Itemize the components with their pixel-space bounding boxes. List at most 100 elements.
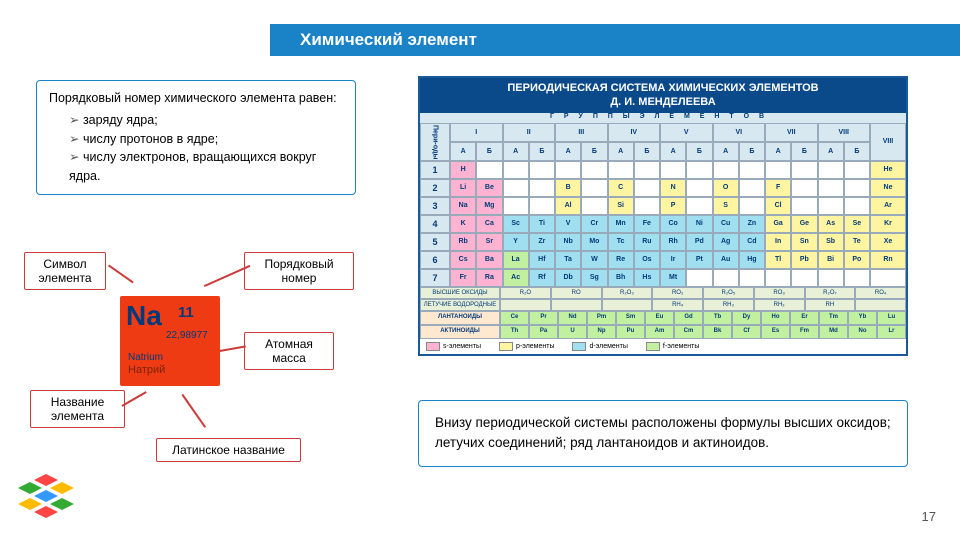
empty-cell [686, 197, 712, 215]
element-cr: Cr [581, 215, 607, 233]
oxides-header: ЛЕТУЧИЕ ВОДОРОДНЫЕ [420, 299, 500, 311]
ptable-title: ПЕРИОДИЧЕСКАЯ СИСТЕМА ХИМИЧЕСКИХ ЭЛЕМЕНТ… [420, 78, 906, 113]
element-ir: Ir [660, 251, 686, 269]
element-mo: Mo [581, 233, 607, 251]
series-element: Bk [703, 325, 732, 339]
element-sb: Sb [818, 233, 844, 251]
subgroup-header: А [765, 142, 791, 161]
element-ne: Ne [870, 179, 906, 197]
group-header: II [503, 123, 556, 142]
element-h: H [450, 161, 476, 179]
legend-text: f-элементы [663, 343, 699, 350]
ptable-grid: Пери-одыIIIIIIIVVVIVIIVIIIVIIIАБАБАБАБАБ… [420, 123, 906, 287]
series-element: Gd [674, 311, 703, 325]
element-sr: Sr [476, 233, 502, 251]
element-os: Os [634, 251, 660, 269]
empty-cell [739, 179, 765, 197]
element-mn: Mn [608, 215, 634, 233]
page-number: 17 [922, 509, 936, 524]
element-cd: Cd [739, 233, 765, 251]
empty-cell [844, 161, 870, 179]
empty-cell [503, 197, 529, 215]
empty-cell [870, 269, 906, 287]
subgroup-header: А [608, 142, 634, 161]
element-au: Au [713, 251, 739, 269]
empty-cell [791, 161, 817, 179]
label-number: Порядковый номер [244, 252, 354, 290]
list-item: числу электронов, вращающихся вокруг ядр… [69, 148, 343, 186]
empty-cell [581, 161, 607, 179]
element-cu: Cu [713, 215, 739, 233]
series-element: Ho [761, 311, 790, 325]
element-tc: Tc [608, 233, 634, 251]
element-k: K [450, 215, 476, 233]
empty-cell [791, 179, 817, 197]
period-number: 2 [420, 179, 450, 197]
element-la: La [503, 251, 529, 269]
lanthanoids-row: ЛАНТАНОИДЫCePrNdPmSmEuGdTbDyHoErTmYbLu [420, 311, 906, 325]
element-al: Al [555, 197, 581, 215]
footer-info-box: Внизу периодической системы расположены … [418, 400, 908, 467]
subgroup-header: Б [791, 142, 817, 161]
period-header: Пери-оды [420, 123, 450, 161]
period-number: 7 [420, 269, 450, 287]
element-pt: Pt [686, 251, 712, 269]
subgroup-header: Б [844, 142, 870, 161]
element-fr: Fr [450, 269, 476, 287]
legend-item: p-элементы [499, 342, 554, 351]
subgroup-header: А [660, 142, 686, 161]
element-mt: Mt [660, 269, 686, 287]
series-element: Pu [616, 325, 645, 339]
element-o: O [713, 179, 739, 197]
connector-line [182, 394, 206, 428]
legend-swatch [499, 342, 513, 351]
empty-cell [844, 197, 870, 215]
oxides-cell: R₂O [500, 287, 551, 299]
element-p: P [660, 197, 686, 215]
element-ta: Ta [555, 251, 581, 269]
label-mass: Атомная масса [244, 332, 334, 370]
oxides-cell: RH [805, 299, 856, 311]
series-element: Cm [674, 325, 703, 339]
element-sc: Sc [503, 215, 529, 233]
period-number: 3 [420, 197, 450, 215]
empty-cell [686, 161, 712, 179]
element-db: Db [555, 269, 581, 287]
empty-cell [818, 179, 844, 197]
series-element: Lu [877, 311, 906, 325]
empty-cell [529, 161, 555, 179]
empty-cell [739, 161, 765, 179]
series-element: Sm [616, 311, 645, 325]
group-header: V [660, 123, 713, 142]
series-element: Th [500, 325, 529, 339]
element-te: Te [844, 233, 870, 251]
element-fe: Fe [634, 215, 660, 233]
ordinal-info-box: Порядковый номер химического элемента ра… [36, 80, 356, 195]
element-bh: Bh [608, 269, 634, 287]
element-co: Co [660, 215, 686, 233]
legend-text: d-элементы [589, 343, 627, 350]
list-item: заряду ядра; [69, 111, 343, 130]
series-element: Lr [877, 325, 906, 339]
series-element: Np [587, 325, 616, 339]
empty-cell [529, 179, 555, 197]
legend-item: f-элементы [646, 342, 699, 351]
element-number: 11 [178, 304, 194, 321]
element-mg: Mg [476, 197, 502, 215]
oxides-cell [500, 299, 551, 311]
element-kr: Kr [870, 215, 906, 233]
element-y: Y [503, 233, 529, 251]
element-cl: Cl [765, 197, 791, 215]
element-he: He [870, 161, 906, 179]
empty-cell [739, 197, 765, 215]
series-element: Pm [587, 311, 616, 325]
element-mass: 22,98977 [166, 330, 208, 341]
series-element: Pr [529, 311, 558, 325]
element-hg: Hg [739, 251, 765, 269]
ptable-title-line1: ПЕРИОДИЧЕСКАЯ СИСТЕМА ХИМИЧЕСКИХ ЭЛЕМЕНТ… [420, 82, 906, 96]
legend-item: d-элементы [572, 342, 627, 351]
empty-cell [686, 179, 712, 197]
element-name: Натрий [128, 364, 165, 376]
actinoids-row: АКТИНОИДЫThPaUNpPuAmCmBkCfEsFmMdNoLr [420, 325, 906, 339]
group-header: IV [608, 123, 661, 142]
